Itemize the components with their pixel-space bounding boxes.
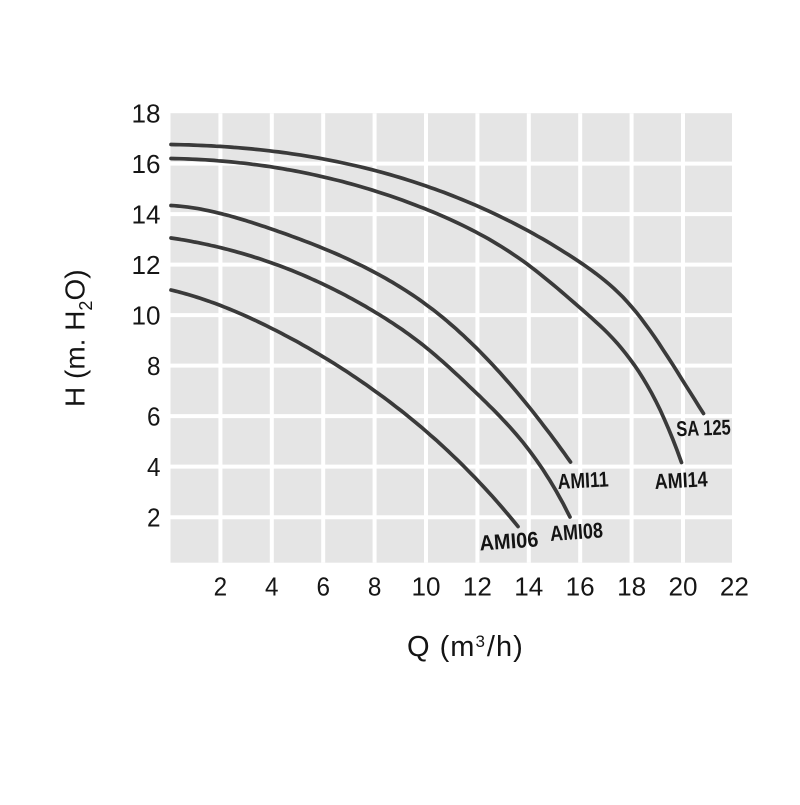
svg-text:8: 8 — [147, 351, 161, 381]
svg-text:AMI06: AMI06 — [479, 527, 540, 555]
svg-text:12: 12 — [132, 250, 161, 280]
svg-text:8: 8 — [368, 572, 382, 602]
svg-text:AMI11: AMI11 — [557, 467, 609, 494]
svg-text:10: 10 — [132, 301, 161, 331]
svg-text:18: 18 — [617, 572, 646, 602]
svg-text:18: 18 — [132, 99, 161, 129]
svg-text:AMI14: AMI14 — [654, 467, 708, 494]
svg-text:12: 12 — [463, 572, 492, 602]
svg-text:AMI08: AMI08 — [549, 518, 604, 546]
svg-text:14: 14 — [132, 200, 161, 230]
svg-text:16: 16 — [132, 149, 161, 179]
svg-text:4: 4 — [265, 572, 279, 602]
svg-text:6: 6 — [316, 572, 330, 602]
svg-text:22: 22 — [720, 572, 749, 602]
svg-text:6: 6 — [147, 402, 161, 432]
svg-text:20: 20 — [669, 572, 698, 602]
svg-text:16: 16 — [566, 572, 595, 602]
svg-text:SA 125: SA 125 — [676, 415, 731, 441]
svg-text:14: 14 — [514, 572, 543, 602]
svg-text:2: 2 — [214, 572, 228, 602]
svg-text:10: 10 — [412, 572, 441, 602]
svg-text:H (m. H2O): H (m. H2O) — [60, 269, 97, 407]
svg-text:Q (m3/h): Q (m3/h) — [407, 631, 524, 663]
svg-text:2: 2 — [147, 503, 161, 533]
svg-text:4: 4 — [147, 452, 161, 482]
